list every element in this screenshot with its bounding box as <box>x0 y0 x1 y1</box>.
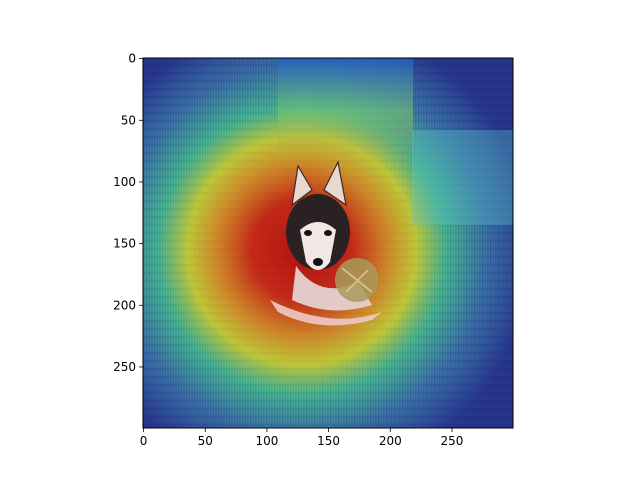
x-tick-label: 50 <box>198 434 213 448</box>
husky-puppy-icon <box>270 160 382 326</box>
y-tick-label: 250 <box>113 360 136 374</box>
x-tick-label: 100 <box>255 434 278 448</box>
x-tick-label: 0 <box>140 434 148 448</box>
heatmap-image <box>143 58 513 428</box>
y-tick-label: 0 <box>128 52 136 66</box>
y-axis: 0 50 100 150 200 250 <box>113 52 143 374</box>
plot-frame <box>142 57 514 429</box>
y-tick-label: 200 <box>113 298 136 312</box>
y-tick-label: 50 <box>121 113 136 127</box>
x-axis: 0 50 100 150 200 250 <box>140 428 463 448</box>
x-tick-label: 200 <box>379 434 402 448</box>
x-tick-label: 250 <box>440 434 463 448</box>
y-tick-label: 150 <box>113 237 136 251</box>
y-tick-label: 100 <box>113 175 136 189</box>
x-tick-label: 150 <box>317 434 340 448</box>
